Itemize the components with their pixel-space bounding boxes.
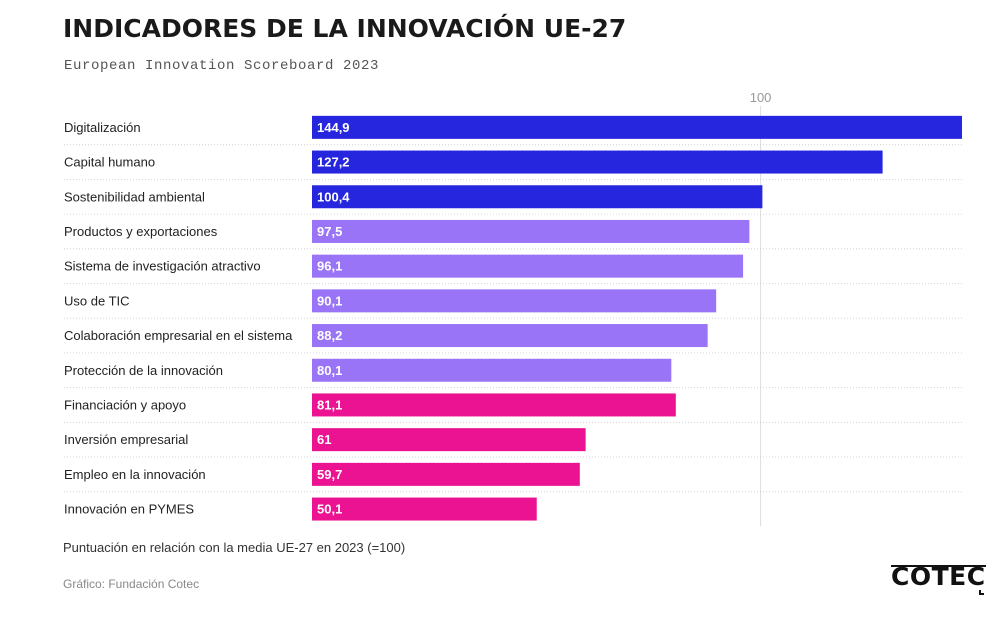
value-label: 96,1	[317, 259, 342, 274]
logo-cedilla	[978, 590, 984, 595]
value-label: 144,9	[317, 120, 350, 135]
cotec-logo: COTEC	[891, 562, 986, 595]
logo-overline	[891, 565, 986, 567]
value-label: 90,1	[317, 293, 342, 308]
value-label: 97,5	[317, 224, 342, 239]
value-label: 100,4	[317, 189, 350, 204]
bar	[312, 115, 962, 139]
bar	[312, 289, 717, 313]
bar	[312, 497, 537, 521]
category-label: Capital humano	[64, 155, 155, 170]
bar	[312, 428, 586, 452]
value-label: 88,2	[317, 328, 342, 343]
bar	[312, 393, 676, 417]
value-label: 80,1	[317, 363, 342, 378]
category-label: Inversión empresarial	[64, 432, 188, 447]
category-label: Protección de la innovación	[64, 363, 223, 378]
category-label: Sostenibilidad ambiental	[64, 189, 205, 204]
bar	[312, 358, 672, 382]
value-label: 127,2	[317, 155, 350, 170]
category-label: Sistema de investigación atractivo	[64, 259, 261, 274]
bar	[312, 219, 750, 243]
bar	[312, 254, 744, 278]
category-label: Productos y exportaciones	[64, 224, 218, 239]
value-label: 50,1	[317, 502, 342, 517]
bar	[312, 462, 580, 486]
value-label: 59,7	[317, 467, 342, 482]
category-label: Colaboración empresarial en el sistema	[64, 328, 293, 343]
value-label: 61	[317, 432, 331, 447]
bar	[312, 150, 883, 174]
category-label: Empleo en la innovación	[64, 467, 206, 482]
category-label: Digitalización	[64, 120, 141, 135]
category-label: Innovación en PYMES	[64, 502, 194, 517]
value-label: 81,1	[317, 397, 342, 412]
category-label: Financiación y apoyo	[64, 397, 186, 412]
chart-title: INDICADORES DE LA INNOVACIÓN UE-27	[63, 14, 627, 43]
bar-chart: 100 Digitalización 144,9 Capital humano 127,…	[64, 90, 962, 527]
bar	[312, 185, 763, 209]
bar	[312, 324, 708, 348]
chart-note: Puntuación en relación con la media UE-2…	[63, 540, 406, 555]
category-label: Uso de TIC	[64, 293, 130, 308]
chart-subtitle: European Innovation Scoreboard 2023	[64, 58, 380, 74]
chart-source: Gráfico: Fundación Cotec	[63, 577, 200, 591]
reference-label-100: 100	[750, 90, 772, 105]
